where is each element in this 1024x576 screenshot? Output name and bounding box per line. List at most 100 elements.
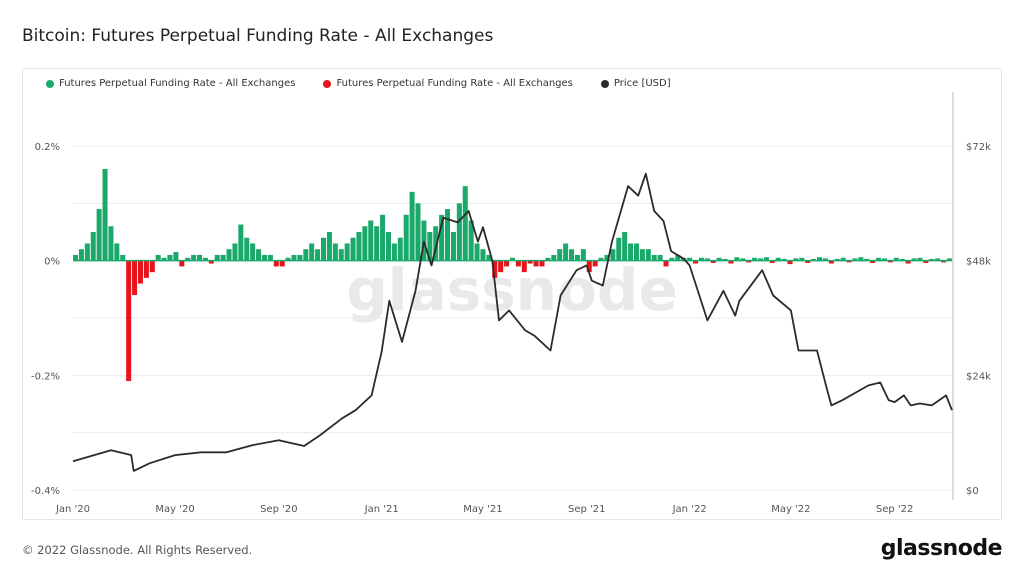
funding-bar-positive — [391, 243, 397, 261]
funding-bar-negative — [515, 260, 521, 267]
funding-bar-positive — [775, 257, 781, 261]
legend-item-funding-positive[interactable]: Futures Perpetual Funding Rate - All Exc… — [46, 78, 295, 89]
funding-bar-positive — [468, 220, 474, 261]
funding-bar-negative — [273, 260, 279, 267]
chart-card — [22, 68, 1002, 520]
funding-bar-positive — [114, 243, 120, 261]
funding-bar-negative — [279, 260, 285, 267]
legend-item-funding-negative[interactable]: Futures Perpetual Funding Rate - All Exc… — [323, 78, 573, 89]
funding-bar-positive — [876, 257, 882, 261]
funding-bar-positive — [78, 249, 84, 261]
funding-bar-negative — [179, 260, 185, 267]
legend-dot-icon — [46, 79, 54, 88]
funding-bar-positive — [261, 254, 267, 261]
y-right-tick-label: $72k — [966, 142, 991, 153]
funding-bar-positive — [852, 258, 858, 261]
funding-bar-positive — [610, 249, 616, 261]
funding-bar-positive — [781, 258, 787, 261]
funding-bar-positive — [633, 243, 639, 261]
funding-bar-positive — [946, 258, 952, 261]
funding-bar-negative — [208, 260, 214, 264]
funding-bar-negative — [592, 260, 598, 267]
funding-bar-positive — [551, 254, 557, 261]
funding-bar-positive — [622, 232, 628, 261]
funding-bar-negative — [498, 260, 504, 273]
funding-bar-positive — [740, 258, 746, 261]
funding-bar-negative — [539, 260, 545, 267]
funding-bar-positive — [628, 243, 634, 261]
funding-bar-negative — [132, 260, 138, 296]
funding-bar-positive — [911, 258, 917, 261]
funding-bar-positive — [267, 254, 273, 261]
funding-bar-positive — [557, 249, 563, 261]
x-tick-label: Sep '21 — [568, 504, 606, 515]
x-tick-label: Jan '22 — [672, 504, 707, 515]
funding-bar-positive — [191, 254, 197, 261]
funding-bar-negative — [663, 260, 669, 267]
funding-bar-positive — [161, 257, 167, 261]
funding-bar-positive — [167, 254, 173, 261]
funding-bar-positive — [185, 257, 191, 261]
funding-bar-positive — [433, 226, 439, 261]
funding-bar-positive — [303, 249, 309, 261]
funding-bar-negative — [527, 260, 533, 264]
funding-bar-positive — [238, 224, 244, 261]
y-left-tick-label: 0% — [44, 257, 60, 268]
funding-bar-negative — [805, 260, 811, 263]
legend-dot-icon — [600, 79, 609, 88]
glassnode-logo: glassnode — [880, 536, 1003, 561]
funding-bar-positive — [935, 258, 941, 261]
funding-bar-positive — [486, 254, 492, 261]
funding-bar-negative — [710, 260, 716, 263]
funding-bar-positive — [734, 257, 740, 261]
funding-bar-negative — [941, 260, 947, 263]
y-right-tick-label: $48k — [966, 257, 991, 268]
x-tick-label: Jan '20 — [55, 504, 90, 515]
funding-bar-positive — [73, 254, 79, 261]
funding-bar-positive — [899, 258, 905, 261]
funding-bar-positive — [409, 191, 415, 261]
funding-bar-positive — [256, 249, 262, 261]
funding-bar-positive — [651, 254, 657, 261]
funding-bar-positive — [929, 258, 935, 261]
funding-bar-negative — [923, 260, 929, 263]
funding-bar-positive — [102, 168, 108, 261]
funding-bar-positive — [645, 249, 651, 261]
legend-dot-icon — [323, 79, 332, 88]
funding-bar-positive — [698, 257, 704, 261]
funding-bar-negative — [769, 260, 775, 263]
funding-bar-positive — [722, 258, 728, 261]
funding-bar-positive — [439, 214, 445, 261]
funding-bar-positive — [309, 243, 315, 261]
legend-item-price[interactable]: Price [USD] — [600, 78, 671, 89]
funding-bar-positive — [834, 258, 840, 261]
funding-bar-positive — [297, 254, 303, 261]
funding-bar-negative — [728, 260, 734, 264]
y-right-tick-label: $0 — [966, 486, 979, 497]
funding-bar-positive — [799, 257, 805, 261]
funding-bar-positive — [326, 232, 332, 261]
funding-bar-positive — [427, 232, 433, 261]
funding-bar-negative — [143, 260, 149, 278]
funding-bar-negative — [533, 260, 539, 267]
y-left-tick-label: 0.2% — [35, 142, 60, 153]
funding-bar-negative — [137, 260, 143, 284]
funding-bar-positive — [657, 254, 663, 261]
funding-bar-positive — [202, 257, 208, 261]
x-tick-label: Sep '22 — [876, 504, 914, 515]
funding-bar-positive — [569, 249, 575, 261]
funding-bar-negative — [126, 260, 132, 382]
funding-bar-negative — [787, 260, 793, 265]
funding-bar-positive — [545, 257, 551, 261]
x-tick-label: May '21 — [463, 504, 502, 515]
funding-bar-positive — [380, 214, 386, 261]
legend: Futures Perpetual Funding Rate - All Exc… — [46, 78, 671, 89]
funding-bar-positive — [456, 203, 462, 261]
funding-bar-positive — [563, 243, 569, 261]
funding-bar-positive — [356, 232, 362, 261]
funding-bar-positive — [793, 258, 799, 261]
funding-bar-negative — [504, 260, 510, 267]
copyright: © 2022 Glassnode. All Rights Reserved. — [22, 543, 253, 557]
funding-bar-positive — [226, 249, 232, 261]
funding-bar-positive — [445, 209, 451, 261]
